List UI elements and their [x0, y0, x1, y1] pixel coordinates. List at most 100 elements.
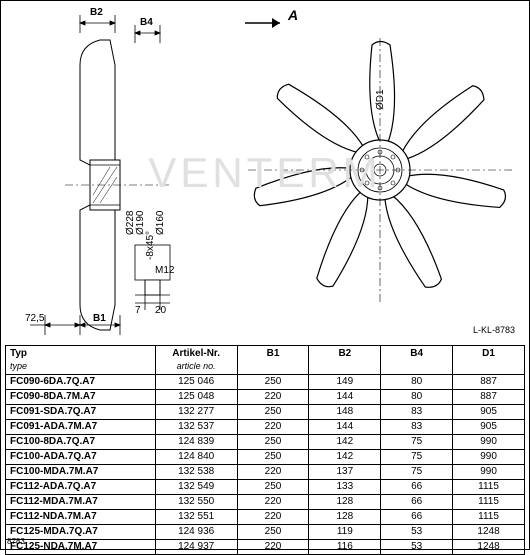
cell-d1: 887: [453, 390, 525, 405]
cell-art: 132 277: [155, 405, 237, 420]
cell-b2: 144: [309, 390, 381, 405]
header-typ-sub: type: [10, 360, 151, 372]
cell-b1: 220: [237, 420, 309, 435]
label-a: A: [288, 7, 298, 23]
cell-typ: FC125-NDA.7M.A7: [6, 540, 156, 555]
cell-b2: 137: [309, 465, 381, 480]
cell-d1: 1115: [453, 510, 525, 525]
cell-b2: 144: [309, 420, 381, 435]
header-artikel-sub: article no.: [160, 360, 233, 372]
cell-art: 125 046: [155, 375, 237, 390]
cell-b2: 148: [309, 405, 381, 420]
table-row: FC091-ADA.7M.A7132 53722014483905: [6, 420, 525, 435]
header-b4: B4: [381, 346, 453, 375]
cell-typ: FC112-NDA.7M.A7: [6, 510, 156, 525]
cell-d1: 1115: [453, 480, 525, 495]
cell-typ: FC100-8DA.7Q.A7: [6, 435, 156, 450]
header-artikel-label: Artikel-Nr.: [172, 348, 220, 359]
table-body: FC090-6DA.7Q.A7125 04625014980887FC090-8…: [6, 375, 525, 555]
cell-d1: 887: [453, 375, 525, 390]
header-b1: B1: [237, 346, 309, 375]
cell-typ: FC091-ADA.7M.A7: [6, 420, 156, 435]
cell-b1: 220: [237, 465, 309, 480]
cell-b2: 142: [309, 450, 381, 465]
drawing-number: L-KL-8783: [473, 325, 515, 335]
label-b2: B2: [90, 7, 103, 18]
cell-b4: 83: [381, 420, 453, 435]
footer-number: 8783: [7, 537, 25, 546]
cell-art: 124 839: [155, 435, 237, 450]
cell-b4: 66: [381, 495, 453, 510]
cell-typ: FC090-6DA.7Q.A7: [6, 375, 156, 390]
cell-b2: 149: [309, 375, 381, 390]
cell-art: 132 550: [155, 495, 237, 510]
cell-b2: 128: [309, 495, 381, 510]
cell-typ: FC100-MDA.7M.A7: [6, 465, 156, 480]
cell-b4: 53: [381, 540, 453, 555]
cell-b1: 220: [237, 390, 309, 405]
cell-b1: 250: [237, 405, 309, 420]
header-artikel: Artikel-Nr. article no.: [155, 346, 237, 375]
table-row: FC100-MDA.7M.A7132 53822013775990: [6, 465, 525, 480]
cell-d1: 905: [453, 420, 525, 435]
front-view-drawing: [240, 20, 520, 320]
table-header-row: Typ type Artikel-Nr. article no. B1 B2 B…: [6, 346, 525, 375]
cell-b4: 75: [381, 435, 453, 450]
cell-b1: 220: [237, 540, 309, 555]
cell-b4: 75: [381, 465, 453, 480]
label-7: 7: [135, 305, 141, 316]
label-d1: ØD1: [375, 89, 386, 110]
cell-typ: FC091-SDA.7Q.A7: [6, 405, 156, 420]
cell-art: 132 549: [155, 480, 237, 495]
label-20: 20: [155, 305, 166, 316]
cell-b2: 116: [309, 540, 381, 555]
cell-b1: 250: [237, 435, 309, 450]
header-d1: D1: [453, 346, 525, 375]
cell-art: 132 551: [155, 510, 237, 525]
table-row: FC125-MDA.7Q.A7124 936250119531248: [6, 525, 525, 540]
cell-b1: 250: [237, 450, 309, 465]
cell-b1: 220: [237, 510, 309, 525]
cell-b4: 75: [381, 450, 453, 465]
spec-table-area: Typ type Artikel-Nr. article no. B1 B2 B…: [5, 345, 525, 555]
table-row: FC100-ADA.7Q.A7124 84025014275990: [6, 450, 525, 465]
cell-art: 124 840: [155, 450, 237, 465]
cell-typ: FC112-MDA.7M.A7: [6, 495, 156, 510]
cell-b4: 66: [381, 510, 453, 525]
cell-art: 132 537: [155, 420, 237, 435]
cell-typ: FC125-MDA.7Q.A7: [6, 525, 156, 540]
cell-d1: 1115: [453, 495, 525, 510]
cell-typ: FC112-ADA.7Q.A7: [6, 480, 156, 495]
cell-d1: 1248: [453, 525, 525, 540]
label-d160: Ø160: [155, 211, 166, 235]
cell-b2: 128: [309, 510, 381, 525]
cell-b2: 119: [309, 525, 381, 540]
table-row: FC100-8DA.7Q.A7124 83925014275990: [6, 435, 525, 450]
cell-d1: 990: [453, 450, 525, 465]
label-72-5: 72,5: [25, 313, 44, 324]
label-b4: B4: [140, 17, 153, 28]
cell-art: 124 937: [155, 540, 237, 555]
header-typ: Typ type: [6, 346, 156, 375]
cell-b4: 80: [381, 390, 453, 405]
cell-b1: 250: [237, 480, 309, 495]
cell-art: 132 538: [155, 465, 237, 480]
table-row: FC090-6DA.7Q.A7125 04625014980887: [6, 375, 525, 390]
label-m12: M12: [155, 265, 174, 276]
cell-d1: 905: [453, 405, 525, 420]
technical-drawing: B2 B4 A 72,5 B1 Ø228 Ø190 Ø160 -8x45° M1…: [5, 5, 525, 340]
cell-b4: 80: [381, 375, 453, 390]
table-row: FC112-ADA.7Q.A7132 549250133661115: [6, 480, 525, 495]
cell-b1: 220: [237, 495, 309, 510]
table-row: FC090-8DA.7M.A7125 04822014480887: [6, 390, 525, 405]
cell-b2: 133: [309, 480, 381, 495]
side-view-drawing: [5, 5, 235, 335]
cell-b1: 250: [237, 375, 309, 390]
table-row: FC112-NDA.7M.A7132 551220128661115: [6, 510, 525, 525]
spec-table: Typ type Artikel-Nr. article no. B1 B2 B…: [5, 345, 525, 555]
page-container: B2 B4 A 72,5 B1 Ø228 Ø190 Ø160 -8x45° M1…: [0, 0, 530, 550]
cell-b2: 142: [309, 435, 381, 450]
cell-art: 125 048: [155, 390, 237, 405]
cell-b1: 250: [237, 525, 309, 540]
header-b2: B2: [309, 346, 381, 375]
